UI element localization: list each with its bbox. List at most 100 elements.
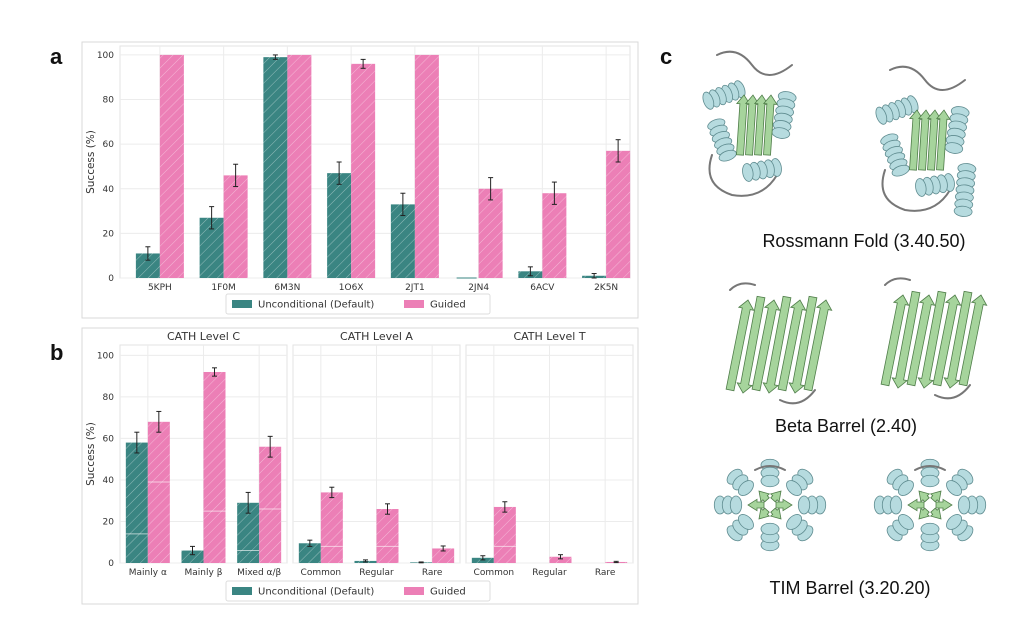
rossmann-structure: [702, 50, 797, 197]
sheet-strand: [918, 490, 931, 503]
legend-swatch-guided: [404, 300, 424, 308]
x-tick-label-a: 2JT1: [405, 283, 425, 293]
helix: [726, 468, 754, 496]
bar-guided-Rare-hatch: [432, 548, 455, 563]
sheet-strand: [758, 490, 771, 503]
sheet-strand: [943, 290, 973, 389]
panel-letter-b: b: [50, 340, 63, 365]
x-tick-label-a: 2JN4: [468, 283, 489, 293]
caption-rossmann: Rossmann Fold (3.40.50): [762, 231, 965, 251]
sheet-strand: [908, 109, 924, 171]
helix-turn: [898, 480, 914, 496]
legend-label-unconditional: Unconditional (Default): [258, 587, 374, 598]
sheet-strand: [788, 295, 818, 394]
tim-barrel-structure: [713, 458, 827, 552]
panel-letter-c: c: [660, 44, 672, 69]
x-tick-label-a: 5KPH: [148, 283, 172, 293]
helix: [875, 95, 919, 125]
helix-turn: [920, 522, 940, 536]
sheet-strand: [735, 94, 751, 156]
helix-turn: [718, 149, 737, 162]
x-tick-label-a: 6ACV: [530, 283, 555, 293]
bar-guided-2JN4-hatch: [478, 188, 503, 278]
panel-c-structures: Rossmann Fold (3.40.50) Beta Barrel (2.40…: [702, 50, 988, 598]
bar-unconditional-6M3N-hatch: [263, 57, 288, 279]
bar-guided-1O6X-hatch: [351, 63, 376, 278]
bar-unconditional-Mainly α-hatch: [125, 442, 148, 563]
bar-unconditional-Common-hatch: [471, 557, 494, 563]
bar-guided-Common-hatch: [320, 492, 343, 563]
bar-guided-2JT1-hatch: [414, 54, 439, 278]
helix-turn: [915, 178, 927, 197]
sheet-strand: [935, 498, 953, 512]
helix-turn: [729, 495, 743, 515]
x-tick-label-b: Rare: [422, 568, 443, 578]
helix: [713, 495, 743, 515]
subplot-title: CATH Level C: [167, 330, 240, 343]
sheet-strand: [918, 507, 931, 520]
tim-barrel-structure: [873, 458, 987, 552]
x-tick-label-b: Common: [301, 568, 342, 578]
x-tick-label-a: 1F0M: [211, 283, 235, 293]
sheet-strand: [775, 498, 793, 512]
helix-turn: [875, 106, 888, 125]
x-tick-label-b: Mixed α/β: [237, 568, 281, 578]
helix: [760, 522, 780, 552]
helix: [944, 106, 970, 154]
helix-turn: [738, 514, 754, 530]
bar-guided-Regular-hatch: [549, 556, 572, 563]
bar-guided-2K5N-hatch: [606, 150, 631, 278]
helix-turn: [920, 474, 940, 488]
chart-b: 0 20 40 60 80 100 CATH Level C Mainly α Mainly β…: [85, 330, 634, 602]
helix: [726, 514, 754, 542]
helix: [707, 118, 737, 162]
sheet-strand: [762, 295, 792, 394]
sheet-strand: [907, 498, 925, 512]
beta-barrel-structure: [880, 277, 988, 400]
helix-turn: [760, 474, 780, 488]
sheet-strand: [725, 299, 755, 392]
helix: [886, 514, 914, 542]
x-tick-label-b: Regular: [532, 568, 567, 578]
helix: [760, 458, 780, 488]
y-axis-title-b: Success (%): [85, 422, 97, 486]
bar-guided-Regular-hatch: [376, 509, 399, 563]
helix-turn: [760, 522, 780, 536]
helix: [946, 514, 974, 542]
y-tick-label-a: 0: [108, 274, 114, 284]
sheet-strand: [753, 94, 769, 156]
helix-turn: [786, 480, 802, 496]
helix-turn: [946, 480, 962, 496]
caption-beta-barrel: Beta Barrel (2.40): [775, 416, 917, 436]
x-tick-label-a: 6M3N: [274, 283, 300, 293]
loop: [914, 465, 946, 471]
sheet-strand: [926, 109, 942, 171]
legend-label-guided: Guided: [430, 587, 466, 598]
loop: [884, 277, 971, 400]
bar-guided-Mainly β-hatch: [203, 371, 226, 563]
y-tick-label-a: 40: [103, 185, 115, 195]
sheet-strand: [880, 294, 910, 387]
helix-turn: [957, 495, 971, 515]
x-tick-label-b: Rare: [595, 568, 616, 578]
bar-unconditional-1O6X-hatch: [327, 173, 352, 278]
subplot-title: CATH Level A: [340, 330, 413, 343]
helix: [797, 495, 827, 515]
bar-guided-1F0M-hatch: [223, 175, 248, 278]
sheet-strand: [777, 299, 807, 392]
loop: [729, 282, 816, 405]
caption-tim-barrel: TIM Barrel (3.20.20): [769, 578, 930, 598]
sheet-strand: [935, 109, 951, 171]
helix: [786, 468, 814, 496]
x-tick-label-b: Regular: [359, 568, 394, 578]
beta-barrel-structure: [725, 282, 833, 405]
helix: [880, 133, 910, 177]
helix: [786, 514, 814, 542]
helix-turn: [738, 480, 754, 496]
sheet-strand: [769, 507, 782, 520]
helix-turn: [946, 514, 962, 530]
loop: [708, 50, 793, 197]
legend-swatch-unconditional: [232, 587, 252, 595]
bar-guided-5KPH-hatch: [159, 54, 184, 278]
